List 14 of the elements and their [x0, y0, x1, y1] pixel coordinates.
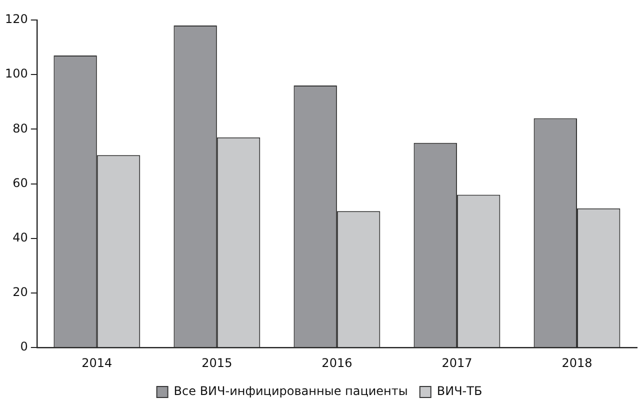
y-tick-label: 20 [12, 285, 28, 300]
y-tick-label: 80 [12, 121, 28, 136]
y-tick-label: 100 [5, 66, 28, 81]
x-tick-label: 2017 [442, 356, 472, 370]
y-tick-label: 60 [12, 176, 28, 190]
y-tick-label: 0 [20, 340, 28, 354]
x-tick-label: 2015 [202, 356, 232, 370]
legend-label: Все ВИЧ-инфицированные пациенты [174, 384, 408, 398]
x-tick-label: 2014 [82, 356, 112, 370]
legend-label: ВИЧ-ТБ [436, 384, 482, 398]
x-tick-label: 2016 [322, 356, 352, 370]
x-tick-label: 2018 [562, 356, 592, 370]
y-tick-label: 120 [5, 12, 28, 26]
y-tick-label: 40 [12, 230, 28, 245]
